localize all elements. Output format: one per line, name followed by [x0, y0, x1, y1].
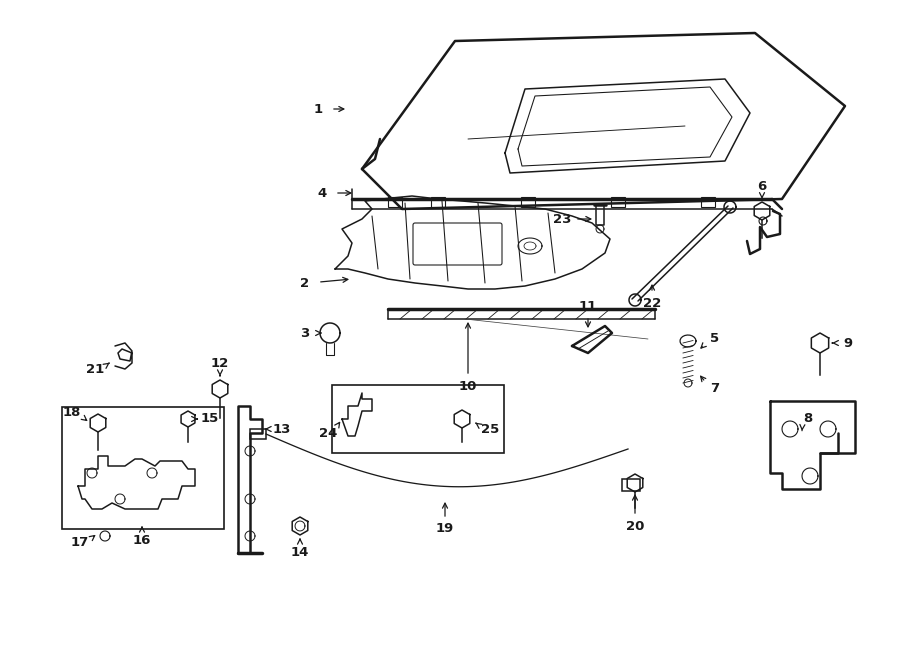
Text: 20: 20 [626, 520, 644, 533]
Text: 7: 7 [710, 383, 720, 395]
Text: 15: 15 [201, 412, 219, 426]
Text: 19: 19 [436, 522, 454, 535]
Bar [611, 197, 625, 207]
Text: 11: 11 [579, 299, 597, 313]
Text: 6: 6 [758, 180, 767, 192]
Bar [431, 197, 445, 207]
Text: 18: 18 [63, 407, 81, 420]
Text: 3: 3 [301, 327, 310, 340]
Text: 16: 16 [133, 535, 151, 547]
Bar [701, 197, 715, 207]
Bar [250, 429, 266, 439]
Text: 1: 1 [313, 102, 322, 116]
Bar [388, 197, 402, 207]
Bar [521, 197, 535, 207]
Text: 22: 22 [643, 297, 662, 309]
Text: 10: 10 [459, 379, 477, 393]
Text: 12: 12 [211, 356, 230, 369]
Text: 17: 17 [71, 537, 89, 549]
Text: 4: 4 [318, 186, 327, 200]
Bar [62, 407, 224, 529]
Text: 13: 13 [273, 422, 292, 436]
Text: 2: 2 [301, 276, 310, 290]
Text: 8: 8 [804, 412, 813, 426]
Text: 23: 23 [553, 212, 572, 225]
Text: 9: 9 [843, 336, 852, 350]
Text: 24: 24 [319, 426, 338, 440]
Bar [622, 479, 640, 491]
Text: 14: 14 [291, 547, 310, 559]
Text: 21: 21 [86, 362, 104, 375]
Text: 25: 25 [481, 422, 500, 436]
Bar [332, 385, 504, 453]
Text: 5: 5 [710, 332, 720, 346]
